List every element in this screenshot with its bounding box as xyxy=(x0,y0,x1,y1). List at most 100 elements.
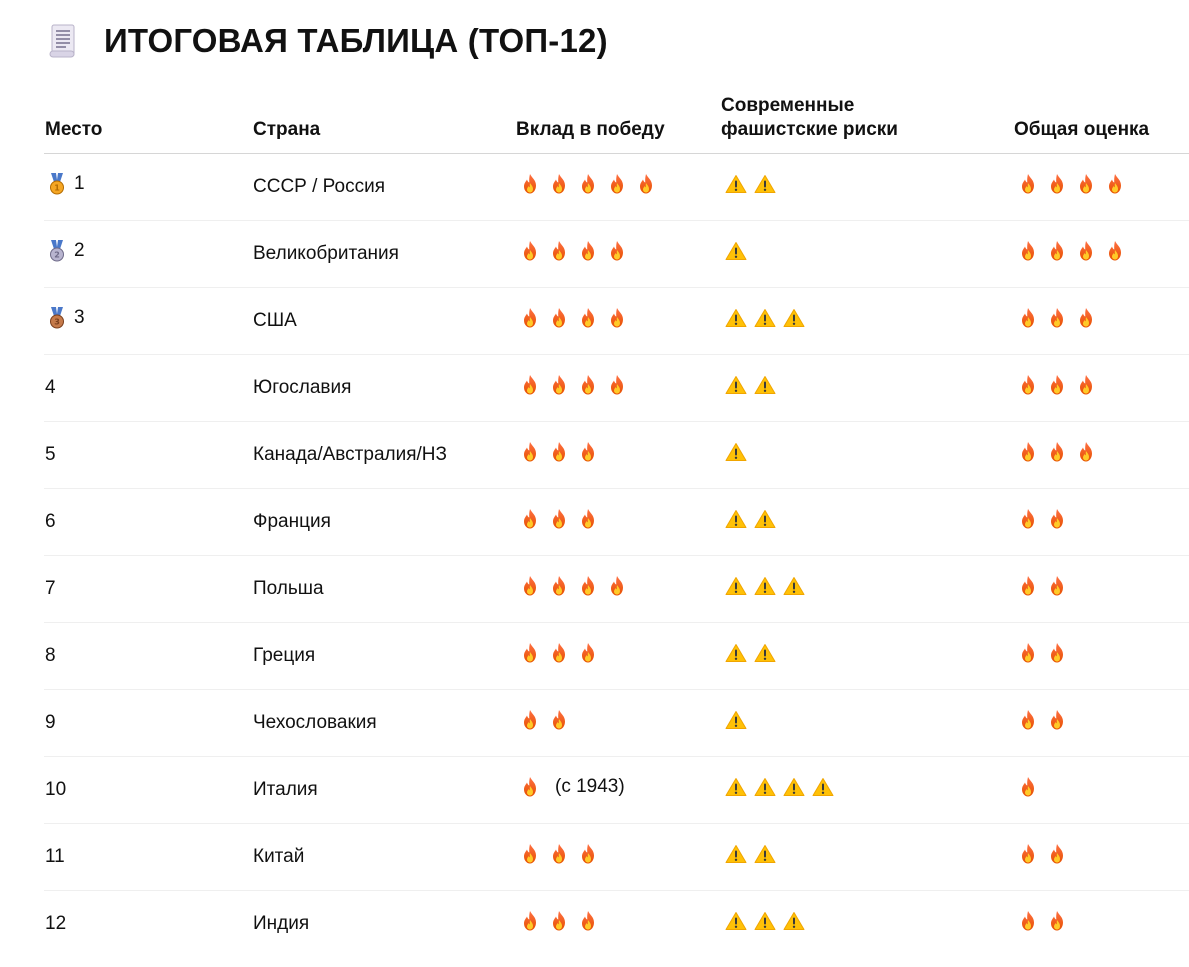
fire-icon xyxy=(578,642,598,664)
fire-icon xyxy=(607,307,627,329)
page-title: ИТОГОВАЯ ТАБЛИЦА (ТОП-12) xyxy=(104,22,608,59)
fire-icon xyxy=(549,173,569,195)
rank-cell: 5 xyxy=(44,421,252,489)
rank-cell: 11 xyxy=(44,823,252,891)
table-row: 6 Франция xyxy=(44,488,1189,556)
page-header: ИТОГОВАЯ ТАБЛИЦА (ТОП-12) xyxy=(48,22,608,60)
table-row: 4 Югославия xyxy=(44,354,1189,422)
fire-icon xyxy=(1047,441,1067,463)
score-cell xyxy=(1013,421,1189,489)
fire-icon xyxy=(520,173,540,195)
rank-value: 10 xyxy=(45,778,67,800)
warning-icon xyxy=(754,844,776,864)
warning-icon xyxy=(725,308,747,328)
fire-icon xyxy=(578,575,598,597)
risk-cell xyxy=(720,756,1013,824)
fire-icon xyxy=(1047,910,1067,932)
country-cell: Италия xyxy=(252,756,515,824)
svg-text:2: 2 xyxy=(54,250,60,259)
table-row: 5 Канада/Австралия/НЗ xyxy=(44,421,1189,489)
contribution-rating xyxy=(516,441,607,463)
fire-icon xyxy=(1047,307,1067,329)
table-row: 11 Китай xyxy=(44,823,1189,891)
fire-icon xyxy=(1076,240,1096,262)
fire-icon xyxy=(549,642,569,664)
fire-icon xyxy=(578,910,598,932)
risk-cell xyxy=(720,354,1013,422)
warning-icon xyxy=(812,777,834,797)
contribution-cell xyxy=(515,488,720,556)
score-cell xyxy=(1013,220,1189,288)
fire-icon xyxy=(1047,173,1067,195)
score-rating xyxy=(1014,642,1076,664)
fire-icon xyxy=(1018,575,1038,597)
contribution-cell: (с 1943) xyxy=(515,756,720,824)
contribution-rating xyxy=(516,642,607,664)
risk-rating xyxy=(721,241,754,261)
risk-rating xyxy=(721,643,783,663)
header-country: Страна xyxy=(252,92,515,154)
risk-rating xyxy=(721,442,754,462)
header-risk: Современные фашистские риски xyxy=(720,92,1013,154)
fire-icon xyxy=(520,508,540,530)
rank-cell: 7 xyxy=(44,555,252,623)
country-cell: Франция xyxy=(252,488,515,556)
fire-icon xyxy=(1047,240,1067,262)
svg-text:3: 3 xyxy=(54,317,60,326)
score-cell xyxy=(1013,153,1189,221)
country-cell: Польша xyxy=(252,555,515,623)
contribution-cell xyxy=(515,153,720,221)
fire-icon xyxy=(578,441,598,463)
contribution-rating xyxy=(516,575,636,597)
table-row: 3 3 США xyxy=(44,287,1189,355)
fire-icon xyxy=(1018,441,1038,463)
warning-icon xyxy=(725,844,747,864)
rank-cell: 8 xyxy=(44,622,252,690)
table-row: 10 Италия (с 1943) xyxy=(44,756,1189,824)
risk-rating xyxy=(721,844,783,864)
rank-cell: 12 xyxy=(44,890,252,957)
warning-icon xyxy=(725,174,747,194)
warning-icon xyxy=(725,710,747,730)
rank-value: 3 xyxy=(74,306,85,328)
fire-icon xyxy=(520,240,540,262)
fire-icon xyxy=(549,240,569,262)
score-rating xyxy=(1014,776,1047,798)
risk-rating xyxy=(721,911,812,931)
fire-icon xyxy=(549,910,569,932)
fire-icon xyxy=(1076,374,1096,396)
fire-icon xyxy=(520,843,540,865)
warning-icon xyxy=(754,777,776,797)
score-cell xyxy=(1013,756,1189,824)
score-cell xyxy=(1013,555,1189,623)
fire-icon xyxy=(607,173,627,195)
warning-icon xyxy=(725,375,747,395)
country-cell: Чехословакия xyxy=(252,689,515,757)
header-rank: Место xyxy=(44,92,252,154)
contribution-cell xyxy=(515,823,720,891)
risk-rating xyxy=(721,777,841,797)
svg-text:1: 1 xyxy=(54,183,60,192)
fire-icon xyxy=(549,843,569,865)
score-rating xyxy=(1014,307,1105,329)
fire-icon xyxy=(1105,240,1125,262)
rank-value: 6 xyxy=(45,510,56,532)
medal-bronze-icon: 3 xyxy=(48,306,66,329)
country-cell: Греция xyxy=(252,622,515,690)
fire-icon xyxy=(607,575,627,597)
rank-cell: 10 xyxy=(44,756,252,824)
contribution-rating xyxy=(516,843,607,865)
risk-cell xyxy=(720,287,1013,355)
rank-cell: 4 xyxy=(44,354,252,422)
rank-value: 5 xyxy=(45,443,56,465)
contribution-cell xyxy=(515,890,720,957)
country-cell: Великобритания xyxy=(252,220,515,288)
rank-value: 7 xyxy=(45,577,56,599)
medal-gold-icon: 1 xyxy=(48,172,66,195)
header-score: Общая оценка xyxy=(1013,92,1189,154)
score-cell xyxy=(1013,354,1189,422)
contribution-rating: (с 1943) xyxy=(516,776,625,798)
risk-cell xyxy=(720,689,1013,757)
risk-cell xyxy=(720,890,1013,957)
